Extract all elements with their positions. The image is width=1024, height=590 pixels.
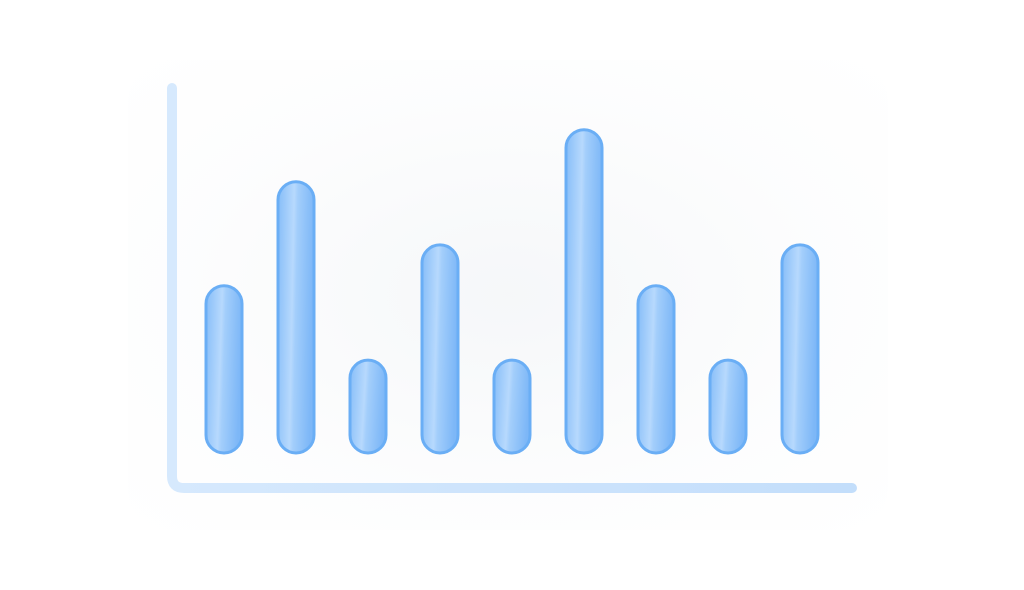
- bar-2: [276, 180, 316, 455]
- bar-8: [708, 358, 748, 455]
- bar-1: [204, 284, 244, 455]
- bar-9: [780, 243, 820, 455]
- bar-5: [492, 358, 532, 455]
- bar-4: [420, 243, 460, 455]
- bar-group: [204, 128, 820, 455]
- bar-6: [564, 128, 604, 455]
- bar-7: [636, 284, 676, 455]
- bar-3: [348, 358, 388, 455]
- chart-axes: [167, 83, 857, 493]
